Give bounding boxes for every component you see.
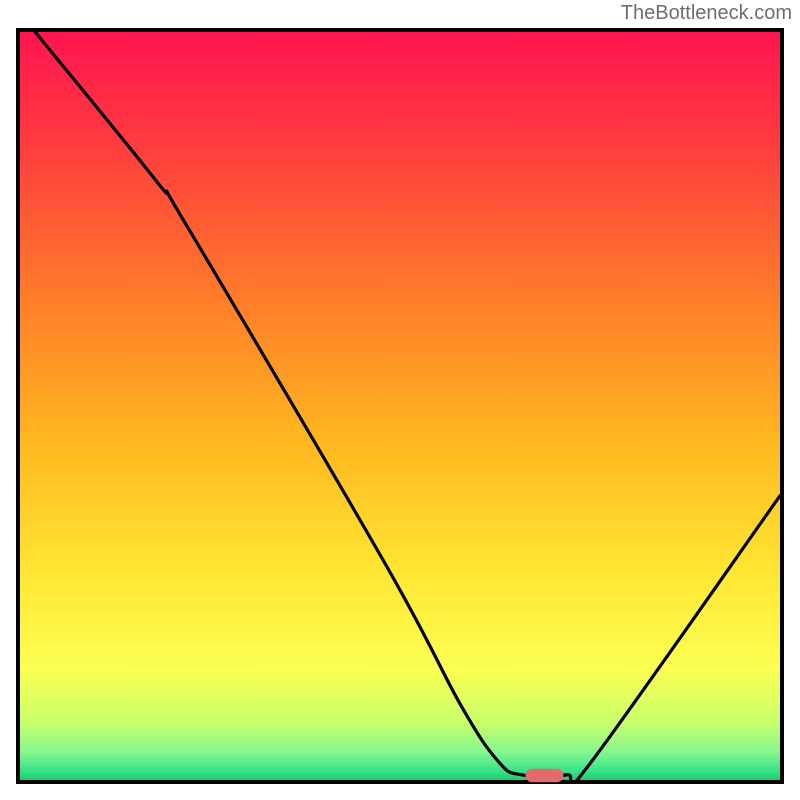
watermark-text: TheBottleneck.com: [621, 2, 792, 25]
chart-container: TheBottleneck.com: [0, 0, 800, 800]
optimum-marker: [525, 769, 563, 782]
chart-plot-area: [16, 28, 784, 784]
plot-background: [18, 30, 782, 782]
chart-svg: [16, 28, 784, 784]
